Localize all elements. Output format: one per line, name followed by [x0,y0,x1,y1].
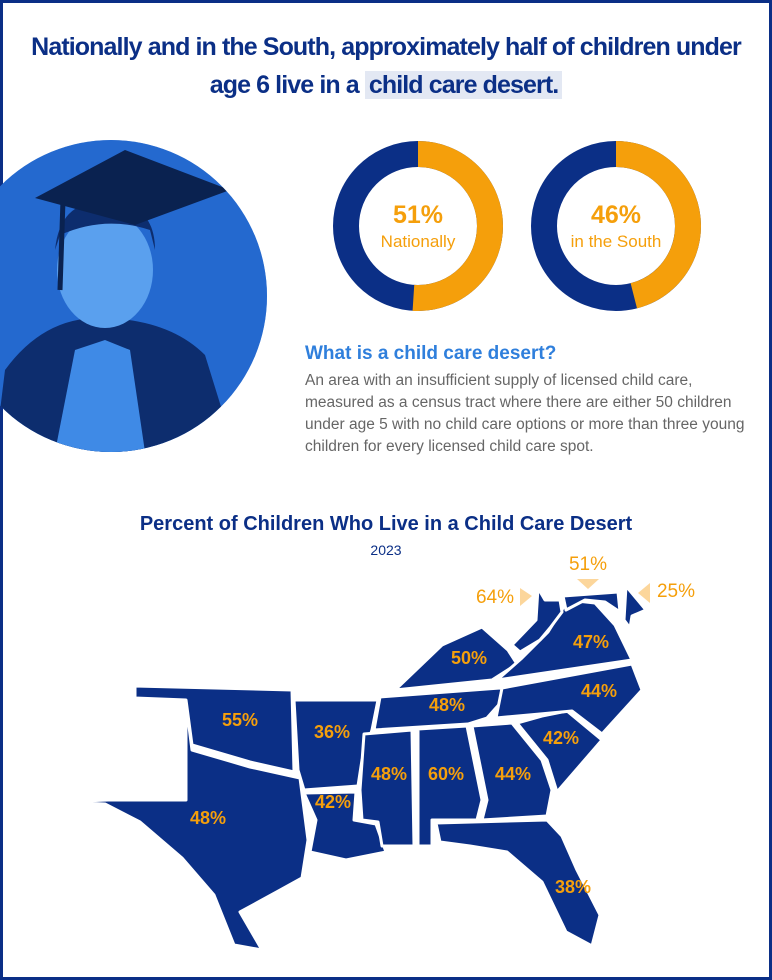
definition-heading: What is a child care desert? [305,343,557,364]
title-highlight: child care desert. [364,71,563,99]
label-north-carolina: 44% [581,681,617,701]
donut-national: 51% Nationally [332,140,504,312]
graduate-child-photo [0,140,267,452]
label-florida: 38% [555,877,591,897]
donut-percent: 51% [392,200,444,229]
pointer-west-virginia [520,588,532,606]
title-text: Nationally and in the South, approximate… [31,33,742,99]
label-louisiana: 42% [315,792,351,812]
donut-chart-south [531,141,701,311]
donut-label: Nationally [380,231,456,251]
label-tennessee: 48% [429,695,465,715]
donut-arc [531,141,701,311]
donut-label: in the South [570,231,662,251]
label-maryland: 51% [569,554,607,575]
state-west-virginia [510,586,564,654]
label-west-virginia: 64% [476,587,514,608]
label-oklahoma: 55% [222,710,258,730]
label-kentucky: 50% [451,648,487,668]
state-louisiana [302,790,388,862]
pointer-maryland [577,579,599,589]
donut-arc [333,141,503,311]
state-alabama [416,724,484,848]
label-arkansas: 36% [314,722,350,742]
donut-percent: 46% [590,200,642,229]
state-tennessee [372,686,514,732]
state-texas [56,701,310,952]
label-mississippi: 48% [371,764,407,784]
definition-text: An area with an insufficient supply of l… [305,372,745,455]
label-south-carolina: 42% [543,728,579,748]
label-alabama: 60% [428,764,464,784]
donut-south: 46% in the South [530,140,702,312]
state-kentucky [393,625,519,692]
label-delaware: 25% [657,581,695,602]
state-georgia [470,721,554,822]
state-south-carolina [515,709,604,794]
state-north-carolina [494,662,644,736]
map-title: Percent of Children Who Live in a Child … [139,513,633,535]
state-mississippi [358,728,416,848]
label-georgia: 44% [495,764,531,784]
label-texas: 48% [190,808,226,828]
label-virginia: 47% [573,632,609,652]
pointer-delaware [638,583,650,603]
map-year: 2023 [370,542,402,558]
page-title: Nationally and in the South, approximate… [26,28,746,104]
state-florida [434,818,602,948]
state-maryland [561,590,622,614]
donut-chart-national [333,141,503,311]
state-delaware [622,584,648,630]
state-oklahoma [133,684,296,774]
